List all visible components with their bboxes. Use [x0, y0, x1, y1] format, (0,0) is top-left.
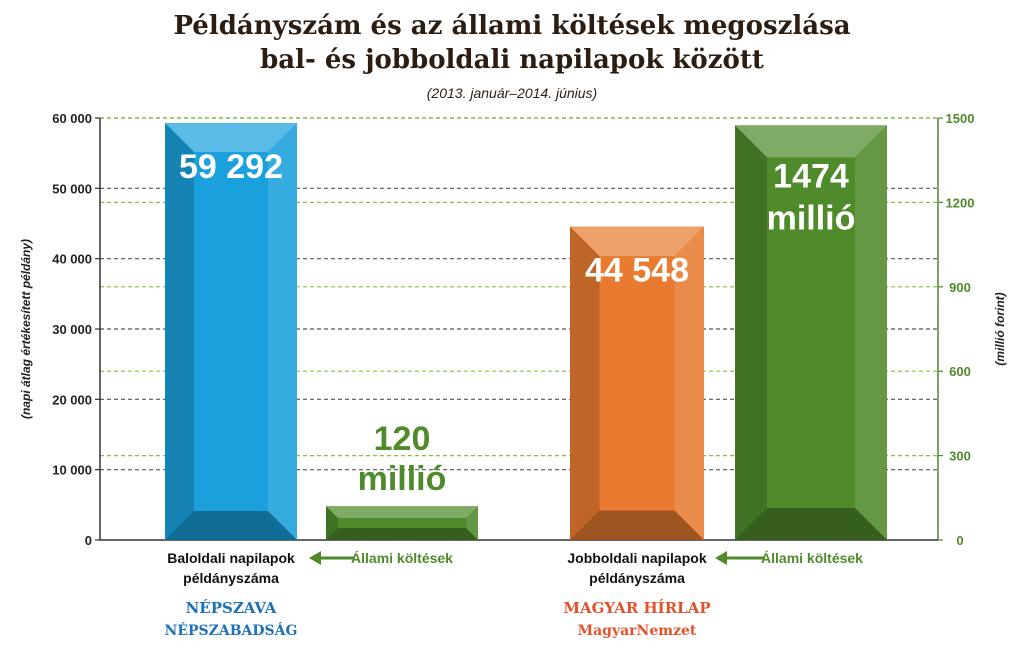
newspaper-logo-2: NÉPSZABADSÁG — [165, 621, 298, 639]
bar-spending-0-bevel-left — [326, 506, 338, 540]
bar-circulation-0 — [165, 122, 297, 540]
right-tick-label: 900 — [949, 280, 971, 295]
left-axis-title: (napi átlag értékesített példány) — [19, 239, 33, 419]
category-label-line1: Jobboldali napilapok — [567, 550, 706, 566]
bar-circulation-0-bevel-bottom — [165, 510, 297, 540]
left-tick-label: 10 000 — [52, 463, 92, 478]
bar-value-label-spending-unit: millió — [358, 460, 447, 498]
category-label-line2: példányszáma — [589, 570, 685, 586]
bar-spending-0-bevel-top — [326, 506, 478, 519]
bar-circulation-1-bevel-bottom — [570, 510, 704, 540]
category-label-line1: Baloldali napilapok — [167, 550, 295, 566]
bar-value-label-circulation: 59 292 — [179, 148, 283, 186]
bar-circulation-0-bevel-left — [165, 122, 195, 540]
bar-circulation-0-bevel-right — [267, 122, 297, 540]
bar-spending-0 — [326, 506, 478, 540]
spending-label: Állami költések — [761, 550, 863, 566]
bar-value-label-spending: 1474 — [773, 157, 849, 195]
chart-title-line1: Példányszám és az állami költések megosz… — [173, 11, 850, 41]
left-tick-label: 0 — [85, 533, 92, 548]
bars — [165, 122, 887, 540]
bar-circulation-1 — [570, 226, 704, 540]
spending-label: Állami költések — [351, 550, 453, 566]
bar-circulation-1-bevel-top — [570, 226, 704, 257]
bar-spending-1-bevel-left — [735, 125, 767, 540]
bar-circulation-1-bevel-left — [570, 226, 600, 540]
bar-value-label-circulation: 44 548 — [585, 252, 689, 290]
left-tick-label: 60 000 — [52, 111, 92, 126]
spending-arrow-head — [715, 551, 727, 565]
bar-circulation-0-bevel-top — [165, 122, 297, 153]
category-label-line2: példányszáma — [183, 570, 279, 586]
bar-spending-1-bevel-bottom — [735, 508, 887, 540]
left-tick-label: 20 000 — [52, 392, 92, 407]
right-tick-label: 1200 — [946, 195, 975, 210]
bar-circulation-1-bevel-right — [674, 226, 704, 540]
spending-arrow-head — [309, 551, 321, 565]
bar-value-label-spending: 120 — [374, 420, 431, 458]
right-axis-title: (millió forint) — [993, 292, 1007, 365]
newspaper-logo-1: NÉPSZAVA — [186, 599, 277, 617]
right-tick-label: 300 — [949, 449, 971, 464]
bar-spending-0-bevel-right — [466, 506, 478, 540]
chart-subtitle: (2013. január–2014. június) — [427, 85, 597, 101]
left-tick-label: 50 000 — [52, 181, 92, 196]
chart-title-line2: bal- és jobboldali napilapok között — [260, 45, 764, 75]
right-tick-label: 1500 — [946, 111, 975, 126]
left-tick-label: 30 000 — [52, 322, 92, 337]
bar-spending-1 — [735, 125, 887, 540]
newspaper-logo-2: MagyarNemzet — [578, 623, 697, 639]
bar-spending-1-bevel-top — [735, 125, 887, 158]
bar-spending-1-bevel-right — [855, 125, 887, 540]
right-tick-label: 600 — [949, 364, 971, 379]
bar-spending-0-bevel-bottom — [326, 528, 478, 540]
bar-value-label-spending-unit: millió — [767, 199, 856, 237]
newspaper-logo-1: MAGYAR HÍRLAP — [563, 599, 710, 617]
left-tick-label: 40 000 — [52, 252, 92, 267]
right-tick-label: 0 — [956, 533, 963, 548]
